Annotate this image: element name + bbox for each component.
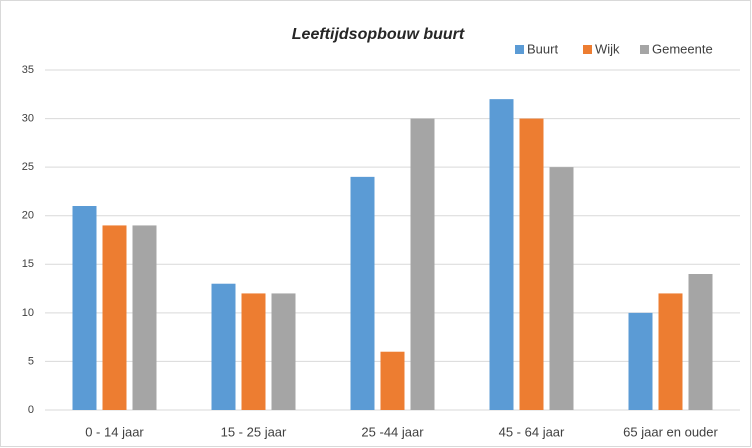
x-tick-label: 25 -44 jaar bbox=[361, 424, 424, 439]
y-tick-label: 25 bbox=[22, 161, 34, 173]
bar bbox=[380, 351, 405, 410]
bar bbox=[489, 99, 514, 411]
y-tick-label: 20 bbox=[22, 210, 34, 222]
chart-title: Leeftijdsopbouw buurt bbox=[292, 26, 465, 43]
y-tick-label: 0 bbox=[28, 404, 34, 416]
bar bbox=[658, 293, 683, 410]
bar bbox=[271, 293, 296, 410]
legend-swatch bbox=[583, 45, 592, 54]
y-tick-label: 30 bbox=[22, 112, 34, 124]
bar bbox=[519, 118, 544, 411]
bar bbox=[350, 176, 375, 410]
x-tick-label: 45 - 64 jaar bbox=[499, 424, 565, 439]
y-tick-label: 35 bbox=[22, 64, 34, 76]
bar bbox=[241, 293, 266, 410]
legend-label: Wijk bbox=[595, 41, 620, 56]
x-tick-label: 0 - 14 jaar bbox=[85, 424, 144, 439]
legend-swatch bbox=[515, 45, 524, 54]
bar bbox=[72, 206, 97, 410]
bar bbox=[211, 283, 236, 410]
bar bbox=[410, 118, 435, 411]
x-tick-label: 65 jaar en ouder bbox=[623, 424, 718, 439]
y-tick-label: 10 bbox=[22, 307, 34, 319]
bar bbox=[132, 225, 157, 410]
y-tick-label: 15 bbox=[22, 258, 34, 270]
y-tick-label: 5 bbox=[28, 355, 34, 367]
x-tick-label: 15 - 25 jaar bbox=[221, 424, 287, 439]
bar bbox=[102, 225, 127, 410]
bar bbox=[628, 312, 653, 410]
bar bbox=[549, 167, 574, 410]
legend-label: Buurt bbox=[527, 41, 558, 56]
bar bbox=[688, 274, 713, 410]
legend-swatch bbox=[640, 45, 649, 54]
legend-label: Gemeente bbox=[652, 41, 713, 56]
